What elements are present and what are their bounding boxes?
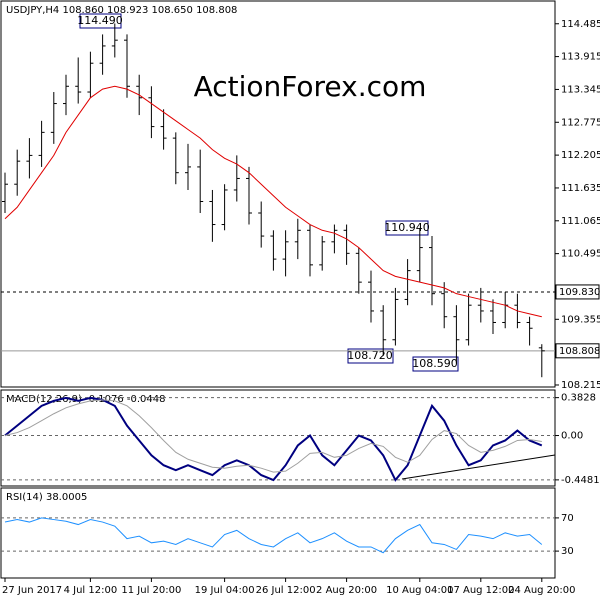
watermark: ActionForex.com	[194, 70, 427, 103]
annotation: 108.590	[412, 357, 458, 370]
y-tick-label: 30	[561, 546, 574, 557]
trend-line	[401, 454, 556, 480]
y-tick-label: 112.775	[561, 117, 600, 128]
y-tick-label: 110.495	[561, 249, 600, 260]
x-tick-label: 2 Aug 20:00	[316, 585, 377, 596]
macd-panel	[0, 389, 556, 487]
indicator-line	[4, 517, 543, 554]
rsi-title: RSI(14) 38.0005	[6, 492, 87, 503]
annotation: 108.720	[347, 349, 393, 362]
y-tick-label: 113.345	[561, 84, 600, 95]
annotation-box	[347, 348, 394, 364]
x-tick-label: 19 Jul 04:00	[195, 585, 255, 596]
x-tick-label: 10 Aug 04:00	[386, 585, 453, 596]
y-tick-label: 113.915	[561, 52, 600, 63]
rsi-panel	[0, 487, 556, 579]
indicator-line	[4, 396, 543, 482]
level-box	[555, 284, 600, 300]
annotation-box	[412, 356, 459, 372]
y-tick-label: 70	[561, 513, 574, 524]
price-panel	[0, 0, 556, 388]
level-label: 109.830	[559, 287, 600, 298]
y-tick-label: 111.635	[561, 183, 600, 194]
x-tick-label: 11 Jul 20:00	[121, 585, 181, 596]
annotation-box	[79, 13, 122, 29]
level-box	[555, 343, 600, 359]
y-tick-label: 108.215	[561, 380, 600, 391]
x-tick-label: 24 Aug 20:00	[508, 585, 575, 596]
level-label: 108.808	[559, 346, 600, 357]
y-tick-label: -0.4481	[561, 475, 600, 486]
price-title: USDJPY,H4 108.860 108.923 108.650 108.80…	[6, 5, 237, 16]
indicator-line	[4, 399, 542, 473]
annotation: 114.490	[77, 14, 123, 27]
y-tick-label: 109.355	[561, 314, 600, 325]
annotation: 110.940	[384, 221, 430, 234]
y-tick-label: 0.3828	[561, 393, 596, 404]
y-tick-label: 112.205	[561, 150, 600, 161]
x-tick-label: 4 Jul 12:00	[64, 585, 118, 596]
y-tick-label: 111.065	[561, 216, 600, 227]
x-tick-label: 26 Jul 12:00	[256, 585, 316, 596]
y-tick-label: 114.485	[561, 19, 600, 30]
moving-average	[4, 85, 542, 318]
x-tick-label: 27 Jun 2017	[2, 585, 62, 596]
y-tick-label: 0.00	[561, 431, 583, 442]
x-tick-label: 17 Aug 12:00	[447, 585, 514, 596]
annotation-box	[385, 220, 429, 236]
